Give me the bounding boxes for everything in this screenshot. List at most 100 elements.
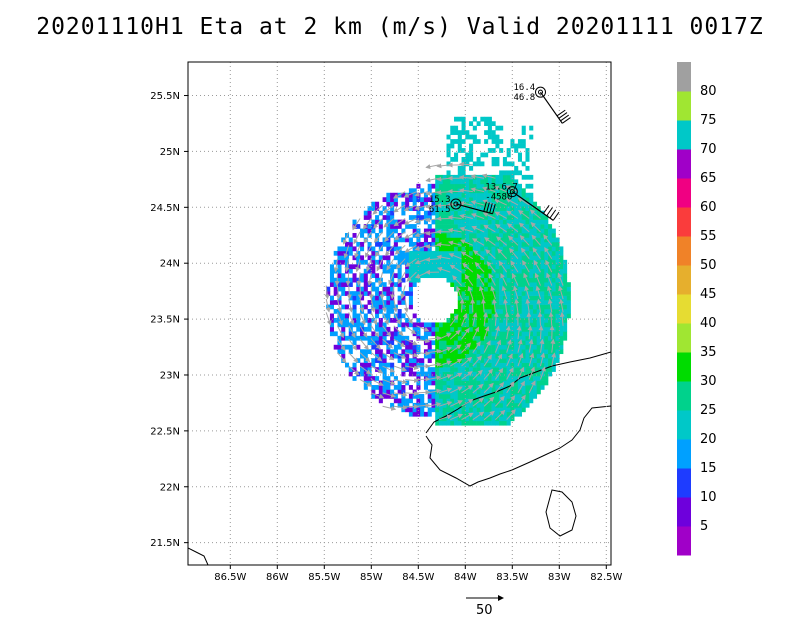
wind-cell <box>416 358 421 363</box>
wind-cell <box>491 161 496 167</box>
wind-cell <box>337 264 342 270</box>
wind-cell <box>446 246 451 252</box>
wind-cell <box>457 300 462 305</box>
wind-cell <box>502 393 507 399</box>
wind-cell <box>420 188 425 194</box>
wind-cell <box>427 210 432 216</box>
wind-cell <box>502 371 507 377</box>
wind-cell <box>521 130 526 135</box>
wind-cell <box>465 411 470 417</box>
wind-cell <box>484 233 489 238</box>
wind-cell <box>405 362 410 368</box>
wind-cell <box>378 398 383 404</box>
wind-vector <box>513 285 519 300</box>
wind-cell <box>337 255 342 261</box>
wind-cell <box>491 277 496 283</box>
wind-vector <box>370 352 383 362</box>
wind-cell <box>517 398 522 404</box>
wind-cell <box>499 335 504 341</box>
wind-cell <box>480 353 485 359</box>
wind-cell <box>521 326 526 332</box>
wind-cell <box>480 362 485 368</box>
wind-barb-flag <box>562 117 571 124</box>
wind-cell <box>491 273 496 279</box>
wind-cell <box>375 353 380 359</box>
wind-vector <box>491 298 497 313</box>
wind-cell <box>491 224 496 229</box>
wind-cell <box>469 148 474 153</box>
wind-cell <box>476 411 481 417</box>
wind-cell <box>491 335 496 341</box>
wind-cell <box>499 277 504 283</box>
wind-vector <box>535 285 541 300</box>
wind-cell <box>502 246 507 252</box>
wind-cell <box>487 188 492 194</box>
wind-cell <box>506 300 511 305</box>
wind-cell <box>521 228 526 234</box>
wind-cell <box>454 125 459 131</box>
wind-cell <box>378 219 383 225</box>
wind-cell <box>559 259 564 265</box>
wind-vector <box>461 356 473 367</box>
wind-cell <box>480 407 485 413</box>
wind-cell <box>375 295 380 301</box>
wind-cell <box>408 304 413 310</box>
wind-cell <box>502 197 507 203</box>
wind-cell <box>442 174 447 180</box>
wind-cell <box>397 309 402 314</box>
wind-cell <box>476 389 481 395</box>
wind-cell <box>405 224 410 229</box>
wind-cell <box>532 255 538 261</box>
wind-cell <box>514 398 519 404</box>
wind-vector <box>497 248 508 260</box>
wind-cell <box>532 291 538 296</box>
wind-cell <box>517 250 522 256</box>
wind-cell <box>525 255 530 261</box>
wind-cell <box>536 389 541 395</box>
wind-vector <box>438 401 453 407</box>
wind-vector <box>498 260 508 273</box>
wind-cell <box>454 326 459 332</box>
wind-cell <box>431 340 436 346</box>
wind-cell <box>555 241 560 247</box>
wind-cell <box>491 362 496 368</box>
wind-cell <box>472 219 477 225</box>
wind-cell <box>502 331 507 337</box>
wind-cell <box>480 371 485 377</box>
wind-cell <box>495 255 500 261</box>
wind-vector <box>537 311 543 326</box>
wind-cell <box>521 309 526 314</box>
wind-cell <box>408 282 413 287</box>
wind-cell <box>352 300 357 305</box>
wind-cell <box>529 393 534 399</box>
wind-vector <box>536 298 542 313</box>
wind-cell <box>517 170 522 176</box>
wind-cell <box>393 385 398 390</box>
wind-cell <box>529 219 534 225</box>
wind-cell <box>438 398 444 404</box>
wind-cell <box>502 224 507 229</box>
wind-cell <box>499 179 504 185</box>
wind-vector <box>516 325 522 340</box>
wind-cell <box>514 143 519 149</box>
wind-cell <box>563 277 568 283</box>
wind-cell <box>536 322 541 328</box>
wind-cell <box>536 344 541 350</box>
y-tick-label: 23N <box>160 370 180 381</box>
wind-cell <box>435 420 440 426</box>
wind-cell <box>521 295 526 301</box>
wind-vector <box>370 312 378 326</box>
wind-cell <box>495 358 500 363</box>
x-tick-label: 84.5W <box>402 572 434 583</box>
wind-cell <box>487 134 492 140</box>
wind-cell <box>427 268 432 274</box>
wind-cell <box>393 331 398 337</box>
wind-cell <box>438 322 444 328</box>
wind-cell <box>551 317 556 323</box>
wind-cell <box>427 326 432 332</box>
wind-cell <box>506 219 511 225</box>
wind-cell <box>442 250 447 256</box>
wind-cell <box>382 358 387 363</box>
wind-vector <box>517 197 530 206</box>
wind-cell <box>514 411 519 417</box>
